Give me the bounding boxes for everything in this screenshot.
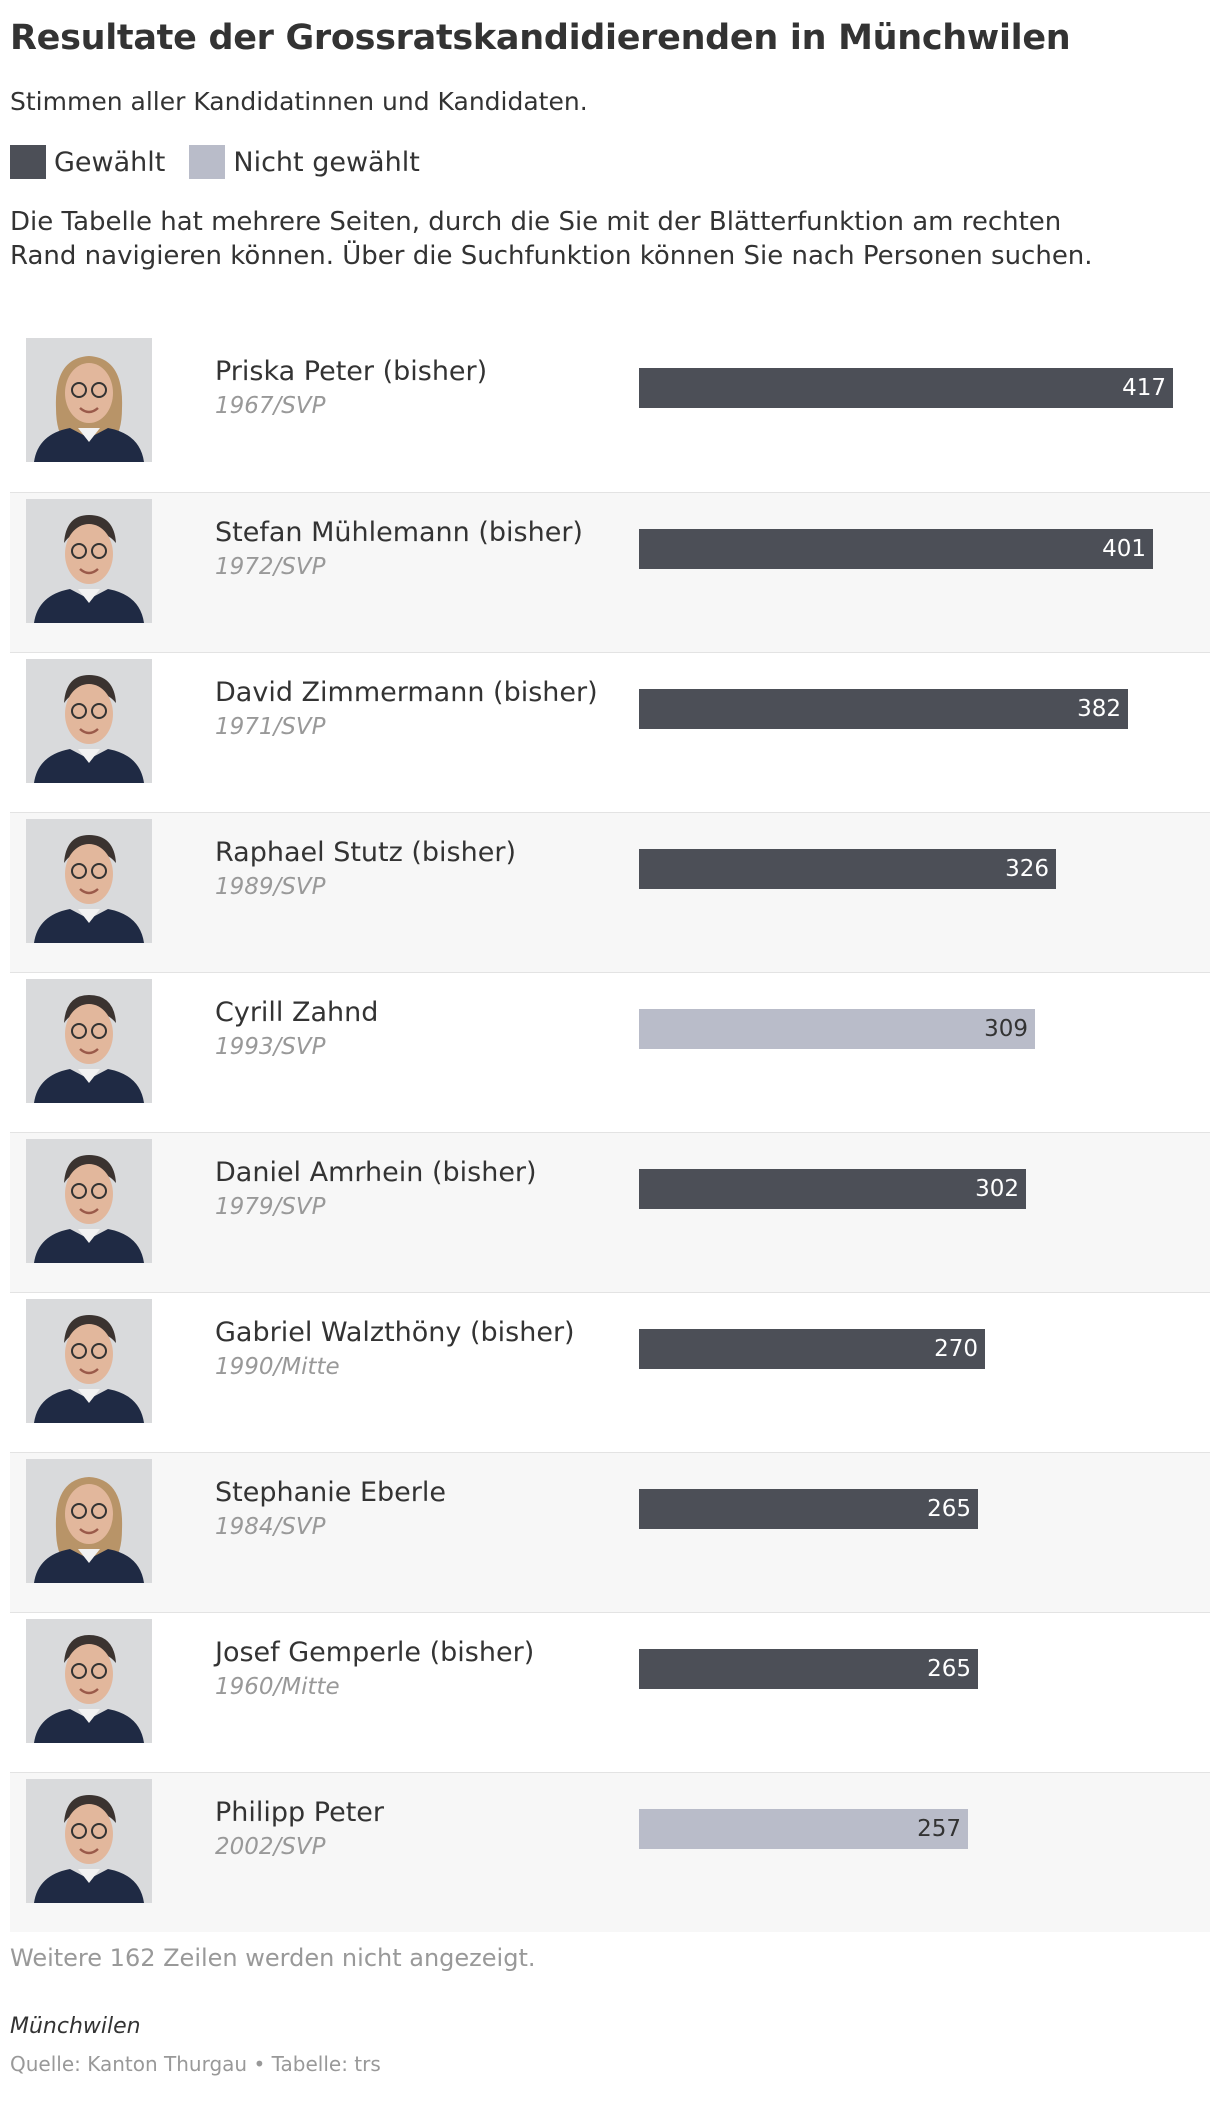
candidate-meta: 1993/SVP [215, 1034, 326, 1060]
portrait-man-icon [26, 499, 152, 623]
candidate-name: Philipp Peter [215, 1797, 384, 1828]
portrait-man-icon [26, 659, 152, 783]
legend: Gewählt Nicht gewählt [10, 145, 1210, 179]
vote-bar: 326 [639, 849, 1056, 889]
vote-value-label: 382 [1077, 696, 1121, 722]
legend-item-elected: Gewählt [10, 145, 165, 179]
candidate-meta: 1967/SVP [215, 393, 326, 419]
vote-bar: 401 [639, 529, 1153, 569]
vote-bar: 270 [639, 1329, 985, 1369]
vote-bar: 382 [639, 689, 1128, 729]
candidate-meta: 1984/SVP [215, 1514, 326, 1540]
chart-subtitle: Stimmen aller Kandidatinnen und Kandidat… [10, 87, 588, 116]
candidate-meta: 1972/SVP [215, 554, 326, 580]
vote-value-label: 257 [917, 1816, 961, 1842]
candidate-name: Stephanie Eberle [215, 1477, 446, 1508]
legend-swatch-elected [10, 145, 46, 179]
vote-value-label: 302 [975, 1176, 1019, 1202]
candidate-name: Gabriel Walzthöny (bisher) [215, 1317, 575, 1348]
vote-bar: 309 [639, 1009, 1035, 1049]
vote-value-label: 270 [934, 1336, 978, 1362]
legend-item-not-elected: Nicht gewählt [189, 145, 420, 179]
vote-value-label: 417 [1122, 375, 1166, 401]
table-row: Gabriel Walzthöny (bisher) 1990/Mitte 270 [10, 1292, 1210, 1452]
more-rows-note: Weitere 162 Zeilen werden nicht angezeig… [10, 1944, 536, 1972]
portrait-man-icon [26, 1139, 152, 1263]
table-description: Die Tabelle hat mehrere Seiten, durch di… [10, 207, 1093, 271]
vote-bar: 257 [639, 1809, 968, 1849]
vote-value-label: 265 [927, 1656, 971, 1682]
legend-swatch-not-elected [189, 145, 226, 179]
portrait-woman-icon [26, 1459, 152, 1583]
legend-label-elected: Gewählt [54, 146, 166, 178]
vote-bar: 265 [639, 1489, 978, 1529]
table-row: Daniel Amrhein (bisher) 1979/SVP 302 [10, 1132, 1210, 1292]
candidate-name: Josef Gemperle (bisher) [215, 1637, 535, 1668]
candidate-name: Daniel Amrhein (bisher) [215, 1157, 537, 1188]
chart-title: Resultate der Grossratskandidierenden in… [10, 18, 1071, 58]
candidate-meta: 1979/SVP [215, 1194, 326, 1220]
vote-bar: 302 [639, 1169, 1026, 1209]
candidate-meta: 1971/SVP [215, 714, 326, 740]
candidate-meta: 2002/SVP [215, 1834, 326, 1860]
vote-bar: 417 [639, 368, 1173, 408]
candidate-name: Cyrill Zahnd [215, 997, 379, 1028]
chart-page: Resultate der Grossratskandidierenden in… [10, 12, 1210, 2078]
table-row: Josef Gemperle (bisher) 1960/Mitte 265 [10, 1612, 1210, 1772]
legend-label-not-elected: Nicht gewählt [233, 146, 420, 178]
vote-bar: 265 [639, 1649, 978, 1689]
vote-value-label: 401 [1102, 536, 1146, 562]
candidate-name: Raphael Stutz (bisher) [215, 837, 516, 868]
candidate-meta: 1989/SVP [215, 874, 326, 900]
table-row: Stephanie Eberle 1984/SVP 265 [10, 1452, 1210, 1612]
candidate-meta: 1960/Mitte [215, 1674, 340, 1700]
portrait-woman-icon [26, 338, 152, 462]
table-row: Priska Peter (bisher) 1967/SVP 417 [10, 332, 1210, 492]
candidate-meta: 1990/Mitte [215, 1354, 340, 1380]
table-row: Cyrill Zahnd 1993/SVP 309 [10, 972, 1210, 1132]
candidate-name: Stefan Mühlemann (bisher) [215, 517, 583, 548]
source-note: Quelle: Kanton Thurgau • Tabelle: trs [10, 2052, 381, 2076]
portrait-man-icon [26, 1779, 152, 1903]
vote-value-label: 326 [1005, 856, 1049, 882]
vote-value-label: 265 [927, 1496, 971, 1522]
table-row: David Zimmermann (bisher) 1971/SVP 382 [10, 652, 1210, 812]
candidate-name: Priska Peter (bisher) [215, 356, 488, 387]
portrait-man-icon [26, 1619, 152, 1743]
portrait-man-icon [26, 979, 152, 1103]
vote-value-label: 309 [984, 1016, 1028, 1042]
results-table: Priska Peter (bisher) 1967/SVP 417 Stefan M… [10, 332, 1210, 1932]
table-row: Raphael Stutz (bisher) 1989/SVP 326 [10, 812, 1210, 972]
table-row: Stefan Mühlemann (bisher) 1972/SVP 401 [10, 492, 1210, 652]
portrait-man-icon [26, 819, 152, 943]
candidate-name: David Zimmermann (bisher) [215, 677, 598, 708]
table-row: Philipp Peter 2002/SVP 257 [10, 1772, 1210, 1932]
region-label: Münchwilen [10, 2014, 141, 2039]
portrait-man-icon [26, 1299, 152, 1423]
